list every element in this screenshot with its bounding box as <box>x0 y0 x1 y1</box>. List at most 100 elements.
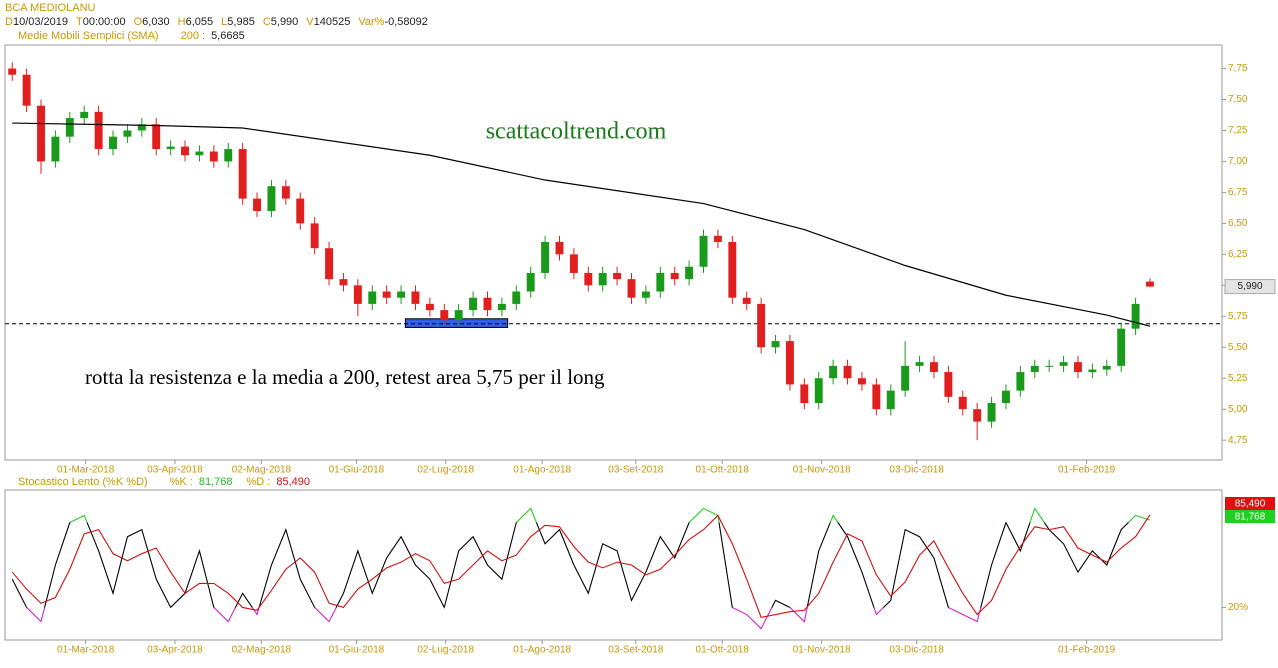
candle-body <box>987 403 996 422</box>
x-tick-label: 02-Lug-2018 <box>417 645 474 656</box>
candle-body <box>1146 281 1154 287</box>
candle-body <box>310 223 319 249</box>
last-price-label: 5,990 <box>1237 281 1262 292</box>
k-line <box>11 507 1151 630</box>
candle-body <box>1002 390 1010 404</box>
candle-body <box>915 362 924 366</box>
x-tick-label: 02-Mag-2018 <box>232 645 292 656</box>
y-tick-label: 5,25 <box>1228 373 1248 384</box>
candle-body <box>1074 362 1082 373</box>
candle-body <box>872 384 881 410</box>
candle-body <box>166 146 175 150</box>
candle-body <box>483 297 492 311</box>
candle-body <box>598 272 607 286</box>
annotation: rotta la resistenza e la media a 200, re… <box>85 365 605 389</box>
x-tick-label: 01-Ago-2018 <box>513 645 571 656</box>
y-tick-label: 4,75 <box>1228 435 1248 446</box>
x-tick-label: 03-Apr-2018 <box>147 465 203 476</box>
candle-body <box>757 303 766 348</box>
candle-body <box>281 186 290 199</box>
candle-body <box>584 272 593 286</box>
candle-body <box>541 241 550 273</box>
quote-value: 6,055 <box>186 16 214 28</box>
candle-body <box>195 151 204 156</box>
candle-body <box>224 149 233 162</box>
candle-body <box>109 136 117 150</box>
candle-body <box>857 378 866 385</box>
candle-body <box>512 291 521 304</box>
candle-body <box>641 291 650 298</box>
candle-body <box>238 149 247 199</box>
quote-value: -0,58092 <box>384 16 427 28</box>
candle-body <box>253 198 262 211</box>
candle-body <box>569 254 578 273</box>
candle-body <box>699 235 708 267</box>
candle-body <box>929 362 938 373</box>
stochastic-panel <box>4 489 1223 641</box>
candle-body <box>137 124 146 131</box>
candle-body <box>1030 365 1039 373</box>
sma-name: Medie Mobili Semplici (SMA) <box>18 30 159 42</box>
candle-body <box>656 272 665 292</box>
x-tick-label: 01-Ott-2018 <box>696 645 750 656</box>
x-tick-label: 01-Nov-2018 <box>793 645 851 656</box>
x-tick-label: 01-Ago-2018 <box>513 465 571 476</box>
candle-body <box>1102 365 1111 370</box>
x-tick-label: 01-Feb-2019 <box>1058 645 1116 656</box>
candle-body <box>1045 365 1054 367</box>
x-tick-label: 01-Giu-2018 <box>329 645 385 656</box>
candle-body <box>713 235 722 242</box>
candle-body <box>51 136 60 162</box>
candle-body <box>382 291 391 298</box>
candle-body <box>829 365 838 379</box>
quote-key: Var% <box>358 16 384 28</box>
candle-body <box>1088 369 1097 373</box>
candle-body <box>8 68 17 75</box>
stoch-y-tick-label: 20% <box>1228 602 1248 613</box>
k-legend: %K : <box>170 476 193 488</box>
candle-body <box>1016 372 1025 391</box>
y-tick-label: 7,75 <box>1228 63 1248 74</box>
y-tick-label: 6,75 <box>1228 187 1248 198</box>
x-tick-label: 03-Apr-2018 <box>147 645 203 656</box>
candle-body <box>785 341 794 385</box>
candle-body <box>800 384 809 404</box>
candle-body <box>339 279 348 286</box>
last-price-box <box>1224 279 1276 295</box>
y-tick-label: 7,50 <box>1228 94 1248 105</box>
x-tick-label: 01-Feb-2019 <box>1058 465 1116 476</box>
candle-body <box>440 310 449 321</box>
candle-body <box>37 105 45 162</box>
quote-line: D10/03/2019 T00:00:00 O6,030 H6,055 L5,985 C5… <box>5 16 428 28</box>
stoch-last-box <box>1225 510 1275 523</box>
candle-body <box>944 372 953 397</box>
sma-legend: Medie Mobili Semplici (SMA) 200 : 5,6685 <box>18 30 245 42</box>
quote-key: D <box>5 16 13 28</box>
y-tick-label: 7,00 <box>1228 156 1248 167</box>
support-zone <box>404 318 509 328</box>
candle-body <box>526 272 535 292</box>
candle-body <box>267 186 276 211</box>
price-panel <box>4 44 1223 461</box>
candle-body <box>670 272 679 280</box>
stochastic-legend: Stocastico Lento (%K %D) %K : 81,768 %D : 85… <box>18 476 310 488</box>
candle-body <box>296 198 305 224</box>
candle-body <box>181 146 189 156</box>
sma-line <box>12 122 1151 327</box>
candle-body <box>497 303 506 311</box>
candle-body <box>685 266 694 280</box>
stoch-last-label: 85,490 <box>1235 499 1266 510</box>
quote-key: H <box>178 16 186 28</box>
candle-body <box>397 291 406 298</box>
stoch-last-label: 81,768 <box>1235 512 1266 523</box>
x-tick-label: 01-Ott-2018 <box>696 465 750 476</box>
chart-title: BCA MEDIOLANU <box>5 2 96 14</box>
x-tick-label: 01-Mar-2018 <box>57 465 115 476</box>
quote-value: 5,990 <box>271 16 299 28</box>
quote-key: T <box>76 16 83 28</box>
candle-body <box>80 111 89 119</box>
quote-value: 10/03/2019 <box>13 16 68 28</box>
x-tick-label: 02-Mag-2018 <box>232 465 292 476</box>
candle-body <box>627 279 636 298</box>
candle-body <box>209 151 218 162</box>
